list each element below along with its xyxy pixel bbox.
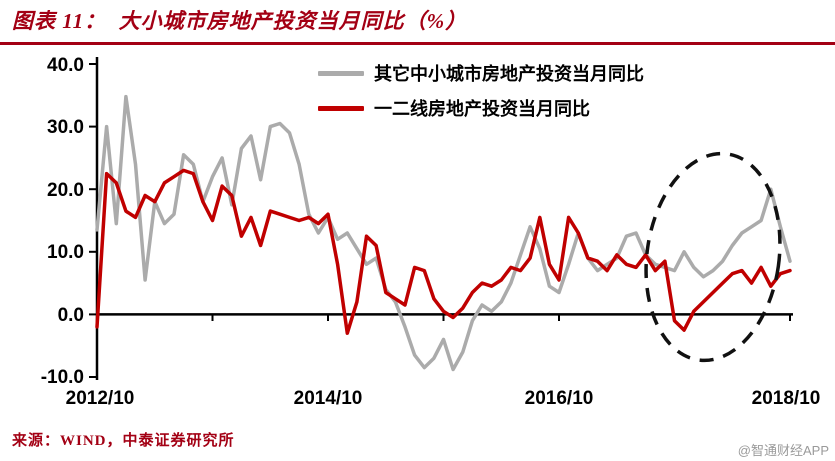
x-tick-label: 2014/10 — [294, 388, 363, 409]
y-tick-label: 10.0 — [47, 242, 84, 263]
title-divider — [0, 42, 835, 45]
y-tick-label: 30.0 — [47, 117, 84, 138]
y-tick-label: 0.0 — [58, 305, 84, 326]
watermark-text: @智通财经APP — [737, 443, 829, 458]
legend-label: 一二线房地产投资当月同比 — [374, 99, 590, 119]
series-line-small-mid-cities — [95, 94, 792, 372]
y-tick-label: 40.0 — [47, 55, 84, 76]
x-tick-label: 2018/10 — [752, 388, 821, 409]
x-tick-label: 2016/10 — [525, 388, 594, 409]
chart-legend: 其它中小城市房地产投资当月同比 一二线房地产投资当月同比 — [318, 60, 644, 121]
series-line-tier1-2-cities — [95, 168, 792, 335]
legend-label: 其它中小城市房地产投资当月同比 — [374, 64, 644, 84]
x-tick-label: 2012/10 — [66, 388, 135, 409]
legend-item-tier1-2-cities: 一二线房地产投资当月同比 — [318, 95, 644, 121]
y-tick-label: 20.0 — [47, 180, 84, 201]
figure-title: 图表 11： 大小城市房地产投资当月同比（%） — [12, 9, 468, 33]
source-text: 来源：WIND，中泰证券研究所 — [12, 433, 235, 449]
highlight-ellipse — [644, 151, 782, 363]
y-tick-label: -10.0 — [41, 367, 84, 388]
legend-swatch-red — [318, 105, 364, 111]
legend-item-small-mid-cities: 其它中小城市房地产投资当月同比 — [318, 60, 644, 86]
legend-swatch-gray — [318, 70, 364, 76]
